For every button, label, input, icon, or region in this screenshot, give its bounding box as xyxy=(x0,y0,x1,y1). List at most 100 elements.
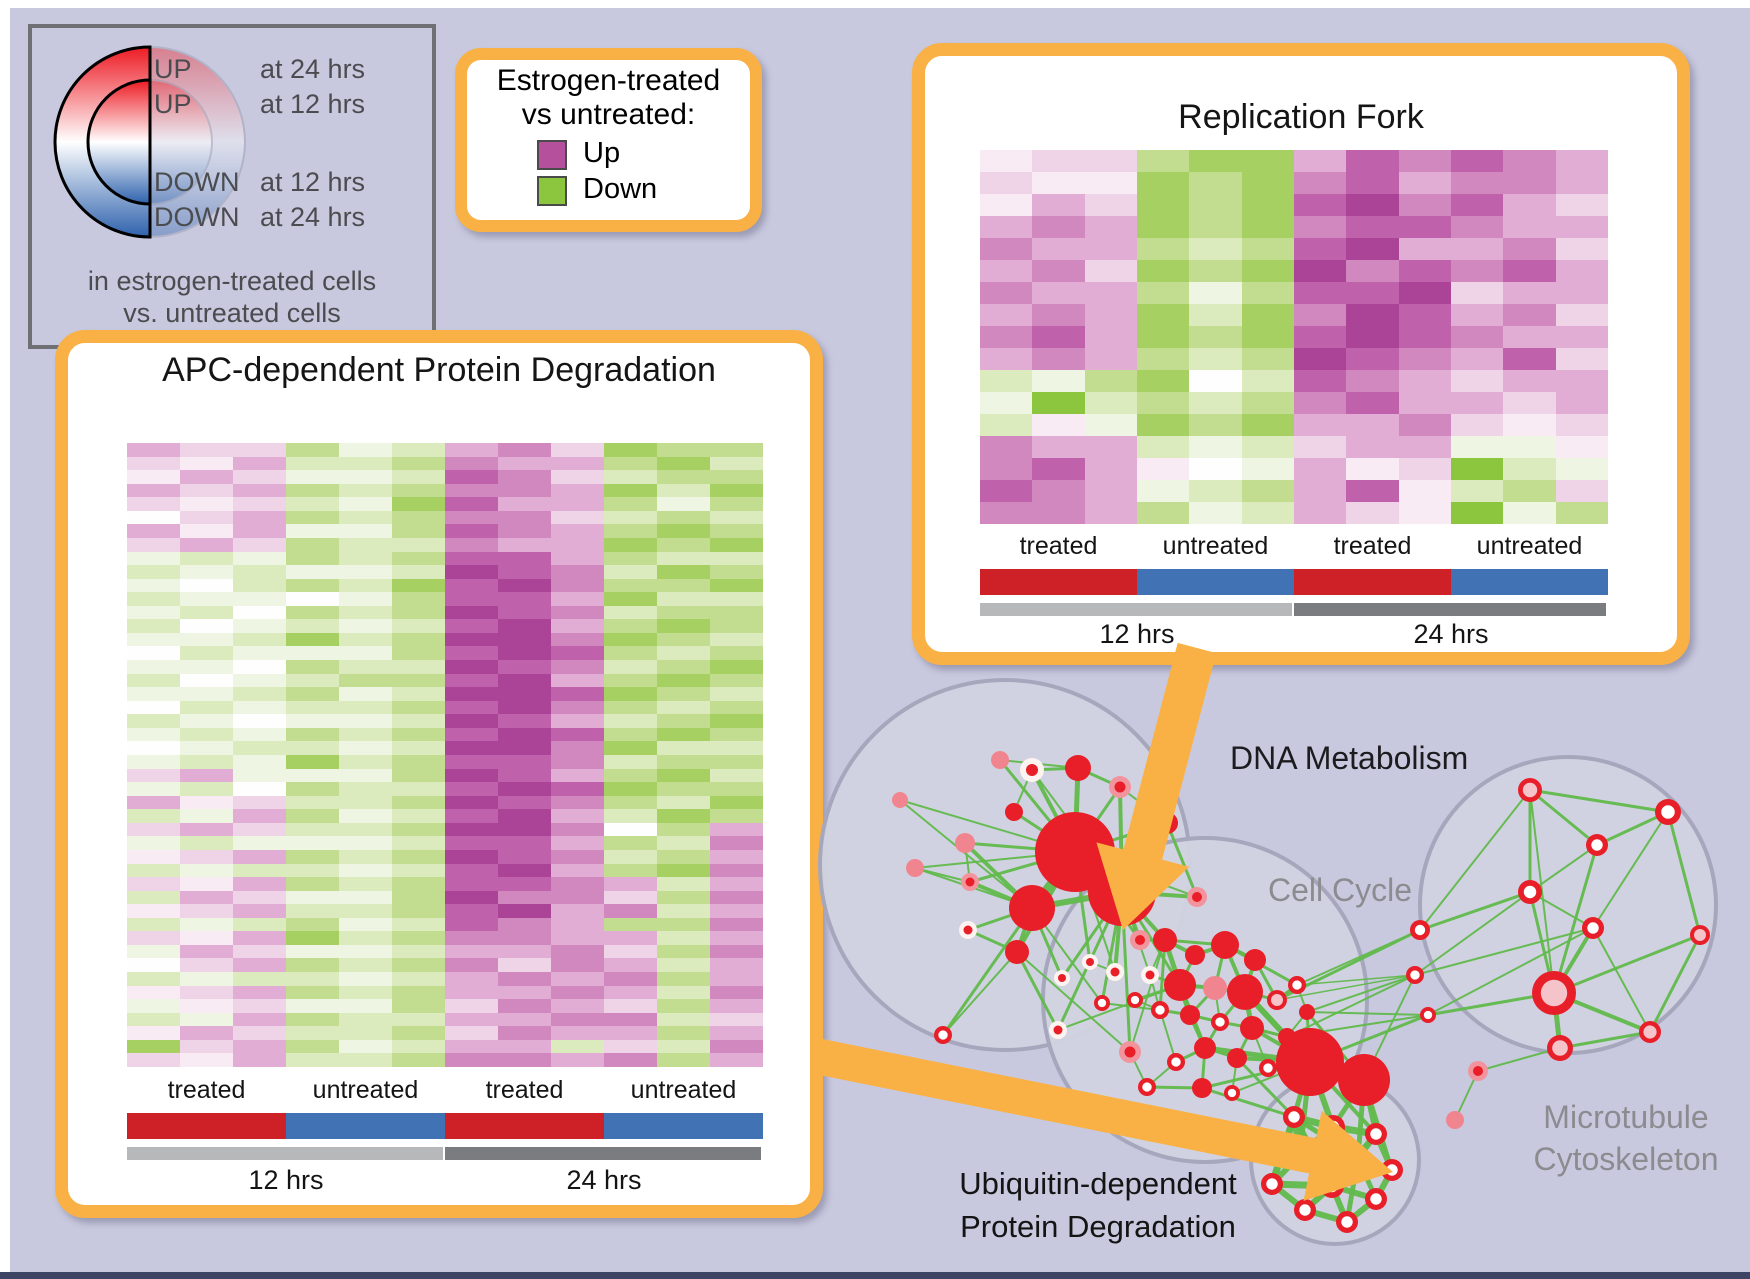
heatmap-cell xyxy=(710,782,763,796)
heatmap-cell xyxy=(604,822,657,837)
heatmap-cell xyxy=(604,1026,657,1040)
heatmap-cell xyxy=(233,754,286,769)
updown-circles-graphic xyxy=(53,45,246,239)
condition-color-bar xyxy=(445,1113,604,1139)
heatmap-cell xyxy=(710,958,763,973)
heatmap-cell xyxy=(1346,348,1399,370)
heatmap-cell xyxy=(1555,172,1608,194)
heatmap-cell xyxy=(286,863,339,878)
heatmap-cell xyxy=(1398,348,1451,370)
timepoint-gray-bar xyxy=(127,1147,443,1160)
heatmap-cell xyxy=(1398,480,1451,502)
heatmap-cell xyxy=(127,727,180,742)
cluster-label-microtubule-cytoskeleton: Microtubule Cytoskeleton xyxy=(1476,1096,1750,1180)
heatmap-cell xyxy=(551,809,604,823)
heatmap-cell xyxy=(657,687,710,701)
heatmap-cell xyxy=(286,958,339,973)
heatmap-cell xyxy=(445,972,498,986)
heatmap-cell xyxy=(1398,194,1451,216)
heatmap-cell xyxy=(233,497,286,511)
legend-down-12-time: at 12 hrs xyxy=(260,167,366,197)
heatmap-cell xyxy=(286,931,339,945)
heatmap-cell xyxy=(1032,194,1085,216)
replication-fork-heatmap-panel: Replication Fork treated untreated treated… xyxy=(912,43,1690,665)
heatmap-cell xyxy=(392,985,445,1000)
heatmap-cell xyxy=(498,1053,551,1067)
heatmap-cell xyxy=(1346,216,1399,238)
heatmap-cell xyxy=(551,1026,604,1040)
heatmap-cell xyxy=(657,497,710,511)
heatmap-cell xyxy=(286,782,339,796)
heatmap-cell xyxy=(1503,392,1556,414)
heatmap-cell xyxy=(1136,458,1190,480)
ubiquitin-label-line2: Protein Degradation xyxy=(960,1209,1236,1244)
heatmap-cell xyxy=(1293,370,1347,392)
heatmap-cell xyxy=(392,958,445,973)
heatmap-cell xyxy=(127,1026,180,1040)
heatmap-cell xyxy=(498,782,551,796)
heatmap-cell xyxy=(180,443,233,457)
heatmap-cell xyxy=(339,1012,392,1027)
heatmap-cell xyxy=(180,877,233,891)
heatmap-cell xyxy=(604,944,657,959)
heatmap-cell xyxy=(127,714,180,728)
heatmap-cell xyxy=(1032,150,1085,172)
heatmap-cell xyxy=(604,565,657,579)
heatmap-cell xyxy=(180,890,233,905)
heatmap-cell xyxy=(233,741,286,755)
heatmap-cell xyxy=(1032,414,1085,436)
heatmap-cell xyxy=(710,931,763,945)
heatmap-cell xyxy=(286,890,339,905)
heatmap-cell xyxy=(445,443,498,457)
heatmap-cell xyxy=(339,673,392,688)
heatmap-cell xyxy=(710,510,763,525)
heatmap-cell xyxy=(1503,458,1556,480)
heatmap-cell xyxy=(1241,436,1294,458)
heatmap-cell xyxy=(498,917,551,932)
heatmap-cell xyxy=(1189,436,1242,458)
heatmap-cell xyxy=(1136,348,1190,370)
heatmap-cell xyxy=(180,551,233,566)
heatmap-cell xyxy=(339,632,392,647)
heatmap-cell xyxy=(1346,480,1399,502)
heatmap-cell xyxy=(498,877,551,891)
heatmap-cell xyxy=(445,795,498,810)
heatmap-cell xyxy=(1398,370,1451,392)
heatmap-cell xyxy=(1032,304,1085,326)
heatmap-cell xyxy=(127,917,180,932)
microtubule-label-line1: Microtubule xyxy=(1543,1099,1709,1135)
heatmap-cell xyxy=(392,510,445,525)
heatmap-cell xyxy=(127,877,180,891)
heatmap-cell xyxy=(1346,392,1399,414)
heatmap-cell xyxy=(604,592,657,606)
heatmap-cell xyxy=(657,999,710,1013)
heatmap-cell xyxy=(551,958,604,973)
heatmap-cell xyxy=(445,904,498,918)
heatmap-cell xyxy=(1503,260,1556,282)
heatmap-cell xyxy=(657,456,710,471)
heatmap-cell xyxy=(1084,172,1137,194)
heatmap-cell xyxy=(445,958,498,973)
heatmap-cell xyxy=(710,443,763,457)
heatmap-cell xyxy=(1189,480,1242,502)
heatmap-cell xyxy=(445,646,498,661)
heatmap-cell xyxy=(392,904,445,918)
heatmap-cell xyxy=(551,1012,604,1027)
heatmap-cell xyxy=(233,904,286,918)
heatmap-cell xyxy=(551,646,604,661)
heatmap-cell xyxy=(710,632,763,647)
heatmap-cell xyxy=(551,877,604,891)
heatmap-cell xyxy=(180,958,233,973)
heatmap-cell xyxy=(127,578,180,593)
heatmap-cell xyxy=(498,1012,551,1027)
heatmap-cell xyxy=(1450,260,1504,282)
heatmap-cell xyxy=(1241,326,1294,348)
heatmap-cell xyxy=(180,1039,233,1054)
heatmap-cell xyxy=(286,687,339,701)
heatmap-cell xyxy=(604,849,657,864)
heatmap-cell xyxy=(1136,194,1190,216)
heatmap-cell xyxy=(339,605,392,620)
heatmap-cell xyxy=(1293,436,1347,458)
heatmap-cell xyxy=(127,1012,180,1027)
condition-group-label: treated xyxy=(1019,532,1098,560)
